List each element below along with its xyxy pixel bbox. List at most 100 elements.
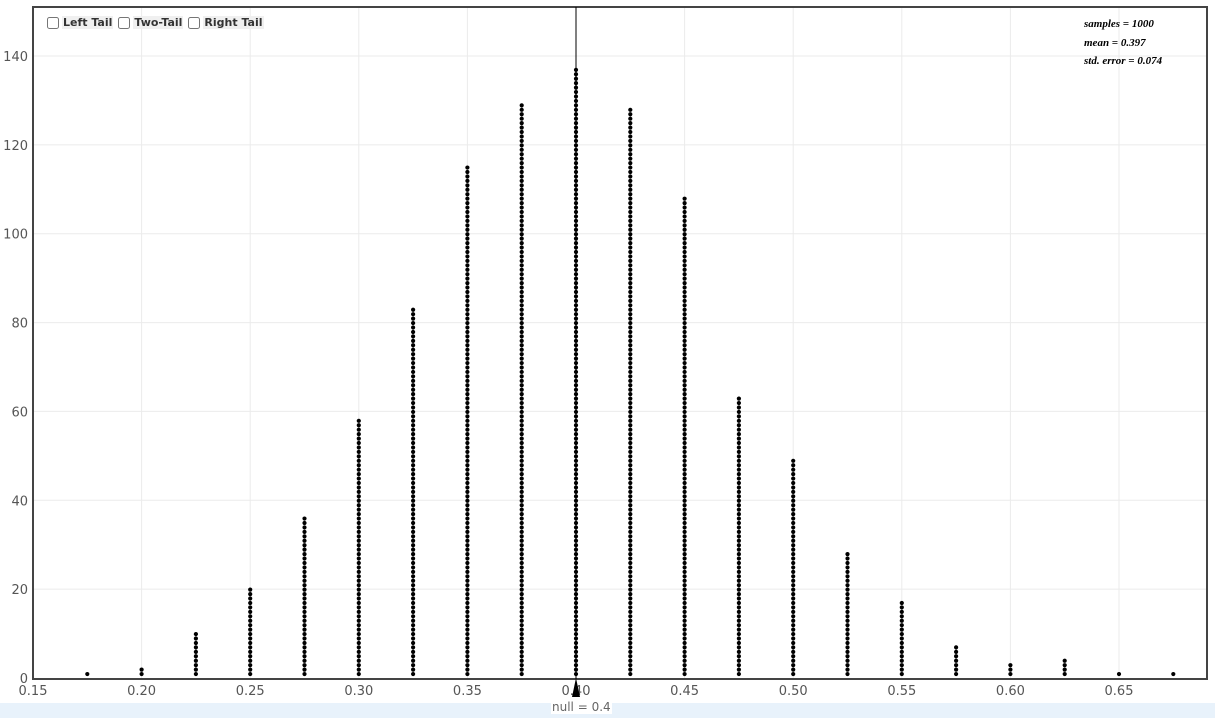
data-dot: [465, 343, 470, 348]
data-dot: [356, 516, 361, 521]
x-tick-label: 0.65: [1105, 684, 1134, 699]
data-dot: [628, 236, 633, 241]
data-dot: [519, 600, 524, 606]
right-tail-checkbox[interactable]: [188, 16, 201, 29]
data-dot: [465, 463, 470, 468]
data-dot: [411, 418, 416, 423]
data-dot: [899, 654, 904, 659]
y-tick-label: 120: [3, 139, 28, 154]
data-dot: [628, 232, 633, 237]
data-dot: [845, 587, 850, 592]
left-tail-checkbox[interactable]: [47, 16, 59, 29]
data-dot: [628, 529, 633, 534]
data-dot: [356, 538, 361, 543]
data-dot: [356, 449, 361, 455]
data-dot: [628, 254, 633, 259]
data-dot: [628, 569, 633, 574]
data-dot: [519, 485, 524, 490]
data-dot: [628, 587, 633, 592]
data-dot: [682, 463, 687, 468]
data-dot: [356, 600, 361, 606]
data-dot: [302, 591, 307, 597]
data-dot: [411, 534, 416, 539]
data-dot: [519, 196, 524, 201]
data-dot: [682, 454, 687, 459]
data-dot: [519, 454, 524, 459]
data-dot: [465, 280, 470, 286]
data-dot: [628, 303, 633, 308]
data-dot: [519, 480, 524, 486]
data-dot: [411, 600, 416, 606]
data-dot: [736, 547, 742, 552]
data-dot: [682, 600, 687, 606]
data-dot: [356, 552, 361, 557]
data-dot: [628, 654, 633, 659]
data-dot: [465, 214, 470, 219]
data-dot: [411, 445, 416, 450]
data-dot: [736, 574, 742, 579]
data-dot: [519, 121, 524, 126]
data-dot: [519, 125, 524, 130]
data-dot: [465, 574, 470, 579]
data-dot: [465, 525, 470, 530]
data-dot: [519, 218, 524, 223]
data-dot: [356, 454, 361, 459]
data-dot: [519, 116, 524, 121]
data-dot: [1008, 667, 1013, 672]
data-dot: [628, 249, 633, 255]
data-dot: [628, 600, 633, 606]
two-tail-option[interactable]: Two-Tail: [118, 16, 184, 29]
data-dot: [845, 600, 850, 606]
data-dot: [519, 334, 524, 339]
data-dot: [465, 587, 470, 592]
data-dot: [682, 254, 687, 259]
data-dot: [736, 445, 742, 450]
data-dot: [519, 134, 524, 139]
data-dot: [628, 205, 633, 210]
data-dot: [302, 658, 307, 663]
data-dot: [628, 360, 633, 366]
y-tick-label: 40: [11, 494, 28, 509]
data-dot: [519, 387, 524, 392]
data-dot: [736, 565, 742, 570]
data-dot: [791, 600, 796, 606]
two-tail-checkbox[interactable]: [118, 16, 131, 29]
data-dot: [682, 640, 687, 646]
data-dot: [193, 663, 198, 668]
data-dot: [736, 449, 742, 455]
x-tick-label: 0.20: [127, 684, 156, 699]
data-dot: [791, 569, 796, 574]
data-dot: [465, 298, 470, 303]
data-dot: [682, 418, 687, 423]
data-dot: [519, 107, 524, 112]
right-tail-option[interactable]: Right Tail: [188, 16, 264, 29]
data-dot: [411, 325, 416, 330]
data-dot: [465, 187, 470, 192]
data-dot: [465, 618, 470, 623]
data-dot: [899, 663, 904, 668]
data-dot: [791, 467, 796, 472]
data-dot: [682, 654, 687, 659]
data-dot: [628, 614, 633, 619]
data-dot: [954, 667, 959, 672]
data-dot: [465, 249, 470, 255]
data-dot: [356, 472, 361, 477]
data-dot: [736, 631, 742, 637]
data-dot: [682, 667, 687, 672]
data-dot: [791, 529, 796, 534]
data-dot: [899, 614, 904, 619]
data-dot: [411, 365, 416, 370]
data-dot: [1062, 667, 1067, 672]
data-dot: [465, 245, 470, 250]
x-tick-label: 0.25: [236, 684, 265, 699]
data-dot: [628, 480, 633, 486]
data-dot: [465, 205, 470, 210]
data-dot: [791, 654, 796, 659]
data-dot: [845, 671, 850, 677]
data-dot: [628, 227, 633, 232]
left-tail-option[interactable]: Left Tail: [47, 16, 114, 29]
data-dot: [628, 658, 633, 663]
data-dot: [1062, 658, 1067, 663]
data-dot: [628, 520, 633, 526]
data-dot: [736, 463, 742, 468]
